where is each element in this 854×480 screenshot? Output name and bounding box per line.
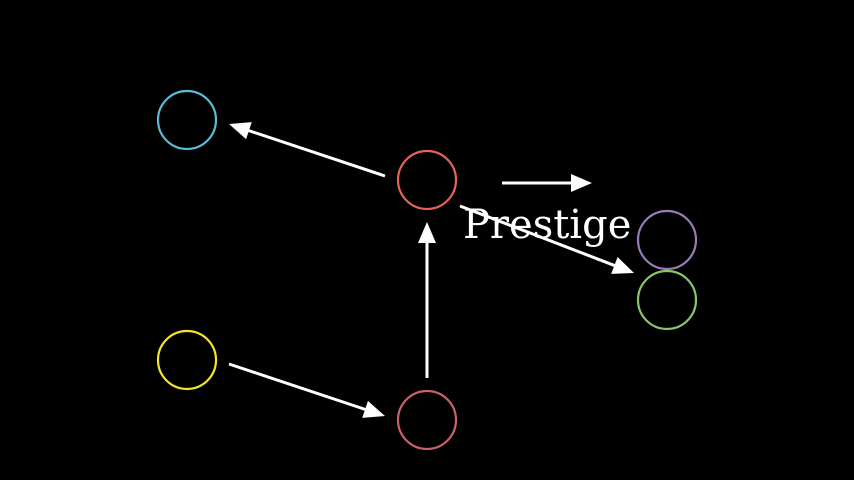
edge-red-to-cyan-arrow-head (229, 122, 252, 140)
node-cyan (156, 89, 218, 151)
node-purple (636, 209, 698, 271)
edge-rose-to-red-arrow-head (418, 222, 436, 243)
edge-red-to-green-arrow-line (459, 204, 617, 268)
edge-red-to-green-arrow (459, 204, 634, 274)
node-yellow (156, 329, 218, 391)
node-green (636, 269, 698, 331)
edge-red-to-green-arrow-head (611, 257, 634, 274)
edge-yellow-to-rose-arrow-head (362, 400, 385, 418)
prestige-label: Prestige (463, 202, 631, 248)
edge-rose-to-red-arrow (418, 222, 436, 378)
node-rose (396, 389, 458, 451)
annotation-right-arrow-head (571, 174, 592, 192)
node-red (396, 149, 458, 211)
edges-layer (228, 122, 634, 418)
annotation-layer (502, 174, 592, 192)
edge-yellow-to-rose-arrow-line (228, 362, 368, 412)
annotation-right-arrow (502, 174, 592, 192)
edge-red-to-cyan-arrow (229, 122, 386, 178)
edge-red-to-cyan-arrow-line (246, 128, 386, 178)
edge-yellow-to-rose-arrow (228, 362, 385, 418)
nodes-layer (156, 89, 698, 451)
